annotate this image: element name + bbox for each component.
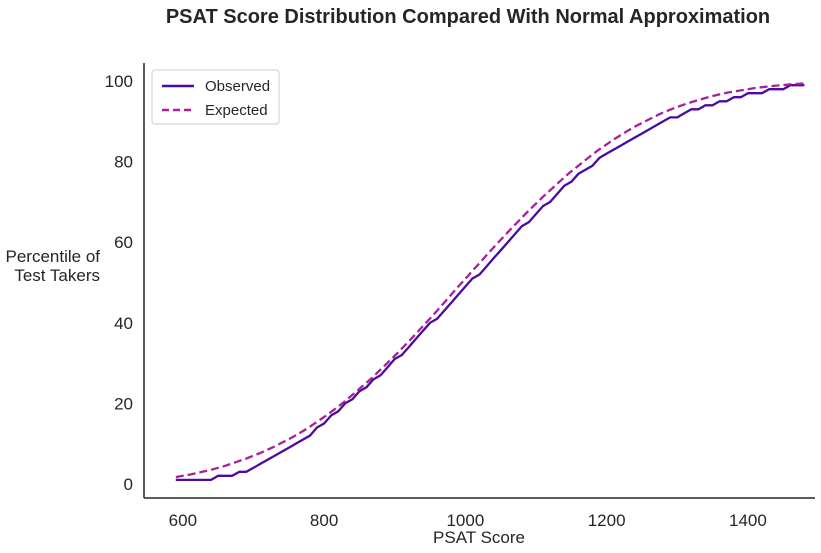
- y-tick-label-60: 60: [114, 233, 133, 252]
- legend-label-expected: Expected: [205, 102, 268, 119]
- axes: 600 800 1000 1200 1400 0 20 40 60 80 100: [105, 63, 815, 530]
- chart-title: PSAT Score Distribution Compared With No…: [166, 6, 770, 28]
- legend-label-observed: Observed: [205, 78, 270, 95]
- plot-lines: [175, 82, 805, 482]
- x-tick-label-800: 800: [310, 511, 338, 530]
- series-line-observed: [175, 84, 805, 482]
- legend: Observed Expected: [151, 69, 280, 125]
- x-tick-label-1400: 1400: [729, 511, 767, 530]
- y-tick-label-20: 20: [114, 394, 133, 413]
- series-line-expected: [175, 82, 805, 479]
- y-axis-label-line2: Test Takers: [14, 266, 100, 285]
- y-tick-label-100: 100: [105, 72, 133, 91]
- y-tick-label-80: 80: [114, 153, 133, 172]
- y-tick-label-0: 0: [124, 475, 133, 494]
- legend-box: [151, 69, 280, 125]
- x-axis-label: PSAT Score: [433, 528, 525, 547]
- y-axis-label-line1: Percentile of: [6, 247, 101, 266]
- x-tick-label-600: 600: [169, 511, 197, 530]
- y-tick-label-40: 40: [114, 314, 133, 333]
- x-tick-label-1000: 1000: [446, 511, 484, 530]
- x-tick-label-1200: 1200: [588, 511, 626, 530]
